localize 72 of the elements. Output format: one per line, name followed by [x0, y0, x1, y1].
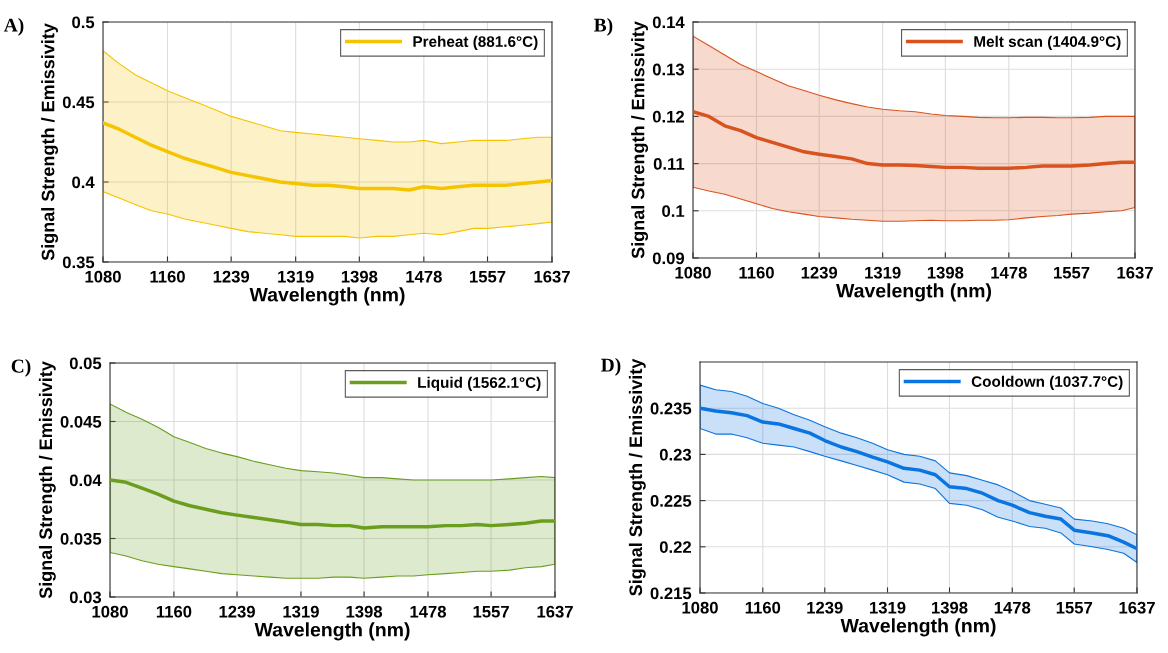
- y-tick-label: 0.03: [69, 591, 102, 604]
- y-tick-label: 0.1: [662, 205, 685, 217]
- x-tick-label: 1239: [807, 601, 843, 614]
- x-tick-label: 1398: [927, 266, 964, 279]
- x-axis-title: Wavelength (nm): [249, 287, 405, 306]
- y-tick-label: 0.4: [72, 176, 95, 189]
- y-tick-label: 0.035: [60, 532, 102, 545]
- x-tick-label: 1637: [537, 605, 573, 618]
- y-tick-label: 0.215: [650, 587, 692, 600]
- line-series: [693, 109, 1135, 171]
- x-tick-label: 1080: [675, 266, 711, 279]
- x-tick-label: 1080: [85, 270, 121, 283]
- x-tick-label: 1478: [410, 605, 446, 618]
- y-tick-label: 0.05: [69, 357, 102, 370]
- x-tick-label: 1319: [865, 266, 901, 279]
- y-tick-label: 0.5: [72, 16, 95, 29]
- x-tick-label: 1557: [470, 270, 506, 283]
- legend-label: Melt scan (1404.9°C): [974, 35, 1121, 50]
- chart-title: A): [3, 18, 24, 36]
- x-tick-label: 1239: [219, 605, 255, 618]
- x-tick-label: 1478: [991, 266, 1027, 279]
- x-tick-label: 1557: [1054, 266, 1090, 279]
- line-series: [103, 121, 552, 192]
- y-tick-label: 0.04: [69, 474, 102, 487]
- y-tick-label: 0.12: [652, 110, 684, 123]
- legend-label: Preheat (881.6°C): [413, 35, 538, 50]
- x-tick-label: 1160: [745, 601, 781, 614]
- x-axis-title: Wavelength (nm): [254, 622, 410, 641]
- x-tick-label: 1637: [1119, 601, 1155, 614]
- x-tick-label: 1080: [682, 601, 718, 614]
- y-axis-title: Signal Strength / Emissivity: [38, 361, 56, 599]
- y-tick-label: 0.11: [653, 158, 685, 170]
- x-tick-label: 1239: [213, 270, 250, 283]
- x-tick-label: 1080: [92, 605, 128, 618]
- x-tick-label: 1478: [406, 270, 442, 283]
- y-tick-label: 0.225: [650, 495, 692, 507]
- chart-title: D): [601, 358, 621, 376]
- y-tick-label: 0.09: [652, 252, 685, 265]
- x-tick-label: 1637: [1117, 266, 1153, 279]
- x-tick-label: 1319: [870, 601, 906, 614]
- y-tick-label: 0.22: [659, 541, 691, 553]
- x-tick-label: 1239: [801, 266, 838, 279]
- y-axis-title: Signal Strength / Emissivity: [631, 21, 649, 259]
- chart-title: C): [11, 359, 31, 377]
- y-tick-label: 0.14: [652, 16, 685, 29]
- x-tick-label: 1398: [346, 605, 383, 618]
- y-tick-label: 0.13: [652, 63, 685, 76]
- y-tick-label: 0.35: [62, 256, 95, 269]
- x-tick-label: 1160: [739, 266, 774, 279]
- chart-title: B): [594, 18, 613, 36]
- y-tick-label: 0.045: [60, 415, 102, 428]
- line-series: [110, 478, 555, 530]
- x-tick-label: 1637: [534, 270, 570, 283]
- x-tick-label: 1398: [341, 270, 378, 283]
- x-axis-title: Wavelength (nm): [840, 618, 996, 637]
- x-tick-label: 1319: [278, 270, 314, 283]
- x-tick-label: 1557: [473, 605, 509, 618]
- x-tick-label: 1160: [150, 270, 185, 283]
- x-axis-title: Wavelength (nm): [836, 283, 991, 302]
- y-tick-label: 0.235: [650, 402, 692, 415]
- x-tick-label: 1160: [156, 605, 192, 618]
- x-tick-label: 1398: [932, 601, 968, 614]
- line-series: [700, 406, 1137, 551]
- y-axis-title: Signal Strength / Emissivity: [628, 358, 646, 596]
- y-tick-label: 0.23: [659, 448, 692, 461]
- x-tick-label: 1557: [1056, 601, 1093, 614]
- y-tick-label: 0.45: [62, 96, 95, 109]
- x-tick-label: 1319: [283, 605, 319, 618]
- legend-label: Liquid (1562.1°C): [418, 376, 541, 391]
- legend-label: Cooldown (1037.7°C): [971, 375, 1123, 390]
- x-tick-label: 1478: [994, 601, 1031, 614]
- y-axis-title: Signal Strength / Emissivity: [41, 23, 59, 261]
